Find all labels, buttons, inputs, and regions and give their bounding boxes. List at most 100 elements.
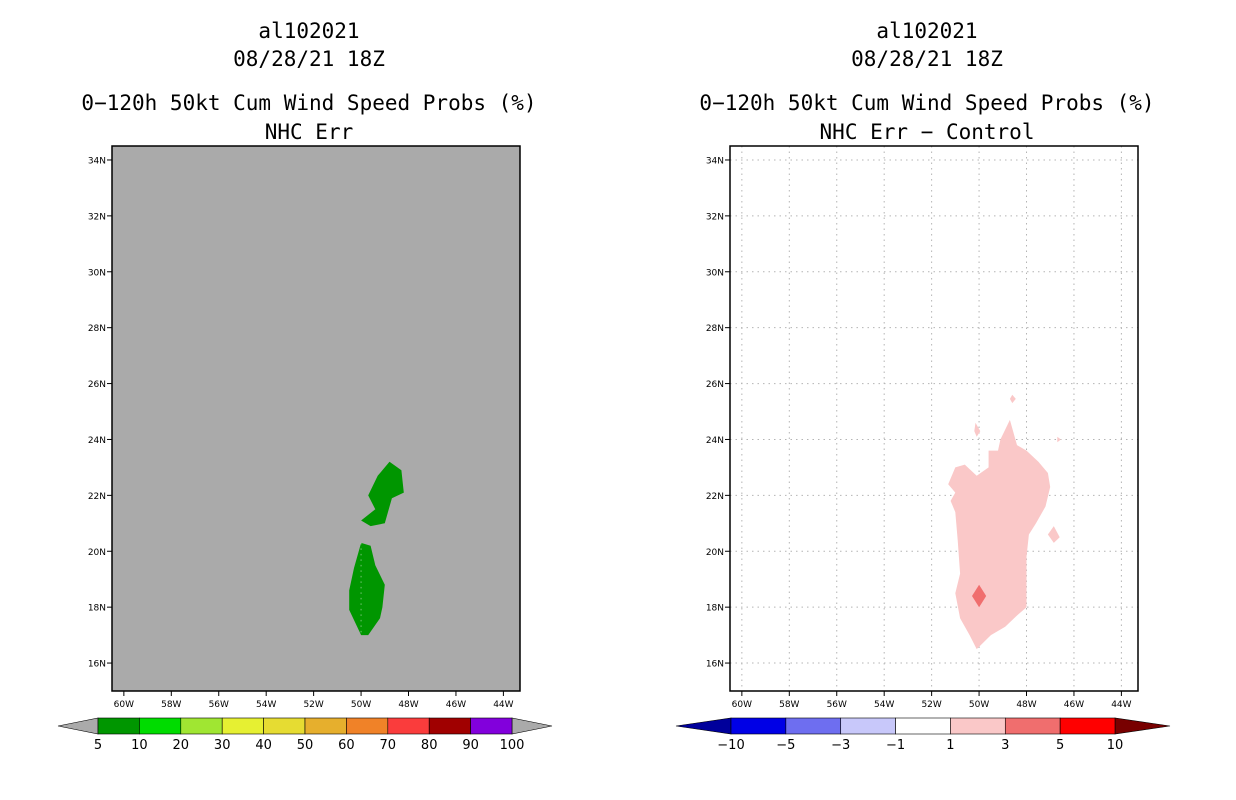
y-tick-label: 22N	[88, 492, 106, 502]
colorbar-end-high	[511, 717, 553, 735]
colorbar-label: −5	[776, 738, 795, 753]
colorbar-label: 10	[1107, 738, 1124, 753]
x-tick-label: 48W	[398, 700, 418, 710]
x-tick-label: 58W	[161, 700, 181, 710]
chart-subtitle: NHC Err	[265, 120, 354, 144]
x-tick-label: 50W	[969, 700, 989, 710]
colorbar-label: 90	[462, 738, 479, 753]
colorbar-swatch	[730, 717, 787, 735]
plot-background	[112, 146, 520, 691]
plot-frame	[729, 145, 1139, 692]
y-tick-label: 34N	[706, 156, 724, 166]
prob-region-1-3	[1047, 526, 1060, 543]
x-tick-label: 52W	[303, 700, 323, 710]
colorbar-label: 70	[380, 738, 397, 753]
chart-subtitle: NHC Err − Control	[820, 120, 1035, 144]
colorbar-swatch	[785, 717, 842, 735]
colorbar-swatch	[895, 717, 951, 735]
colorbar-label: −3	[831, 738, 850, 753]
colorbar-label: 60	[338, 738, 355, 753]
colorbar-label: 20	[173, 738, 190, 753]
x-tick-label: 44W	[1111, 700, 1131, 710]
colorbar-swatch	[346, 717, 389, 735]
colorbar-swatch	[180, 717, 223, 735]
colorbar-swatch	[840, 717, 896, 735]
storm-id: al102021	[258, 19, 359, 43]
x-tick-label: 60W	[114, 700, 134, 710]
prob-region-3-5	[972, 584, 987, 608]
prob-region-1-3	[948, 419, 1051, 650]
x-tick-label: 56W	[209, 700, 229, 710]
chart-title: 0−120h 50kt Cum Wind Speed Probs (%)	[699, 91, 1154, 115]
colorbar-swatch	[387, 717, 430, 735]
colorbar: 5 10 20 30 40 50 60 70 80 90 100	[57, 717, 553, 753]
colorbar-swatch	[950, 717, 1006, 735]
panel-right: al102021 08/28/21 18Z 0−120h 50kt Cum Wi…	[675, 19, 1171, 753]
y-tick-label: 24N	[706, 436, 724, 446]
colorbar-label: 5	[1056, 738, 1064, 753]
y-tick-label: 22N	[706, 492, 724, 502]
x-tick-label: 50W	[351, 700, 371, 710]
y-tick-label: 28N	[706, 324, 724, 334]
y-tick-label: 30N	[88, 268, 106, 278]
y-tick-label: 18N	[88, 604, 106, 614]
colorbar-label: 100	[500, 738, 525, 753]
y-tick-label: 16N	[706, 660, 724, 670]
colorbar-label: −10	[717, 738, 744, 753]
colorbar-label: 1	[946, 738, 954, 753]
colorbar-swatch	[1004, 717, 1061, 735]
colorbar-label: −1	[886, 738, 905, 753]
x-tick-label: 44W	[493, 700, 513, 710]
y-tick-label: 34N	[88, 156, 106, 166]
y-tick-label: 32N	[706, 212, 724, 222]
prob-region-1-3	[974, 422, 981, 437]
plot-area: 60W 58W 56W 54W 52W 50W 48W 46W 44W 16N 18N 20N 22N 2…	[88, 145, 521, 710]
plot-area: 60W 58W 56W 54W 52W 50W 48W 46W 44W 16N 18N 20N 22N 2…	[706, 145, 1139, 710]
colorbar-swatch	[470, 717, 513, 735]
colorbar-label: 30	[214, 738, 231, 753]
plot-frame	[111, 145, 521, 692]
x-tick-label: 46W	[1064, 700, 1084, 710]
colorbar-end-low	[57, 717, 99, 735]
prob-region-1-3	[1009, 394, 1016, 404]
colorbar-label: 5	[94, 738, 102, 753]
colorbar-swatch	[263, 717, 306, 735]
colorbar-swatch	[1059, 717, 1116, 735]
colorbar-swatch	[428, 717, 471, 735]
plot-background	[730, 146, 1138, 691]
x-tick-label: 52W	[921, 700, 941, 710]
colorbar-swatch	[304, 717, 347, 735]
y-tick-label: 18N	[706, 604, 724, 614]
y-tick-label: 30N	[706, 268, 724, 278]
x-tick-label: 48W	[1016, 700, 1036, 710]
prob-region-5-10	[349, 542, 385, 636]
prob-region-5-10	[361, 461, 404, 527]
x-tick-label: 54W	[256, 700, 276, 710]
colorbar-end-low	[675, 717, 732, 735]
colorbar-swatch	[139, 717, 182, 735]
colorbar-label: 50	[297, 738, 314, 753]
prob-region-1-3	[1057, 436, 1061, 443]
y-tick-label: 28N	[88, 324, 106, 334]
colorbar-swatch	[221, 717, 264, 735]
colorbar: −10 −5 −3 −1 1 3 5 10	[675, 717, 1171, 753]
x-tick-label: 54W	[874, 700, 894, 710]
y-tick-label: 20N	[706, 548, 724, 558]
y-tick-label: 26N	[706, 380, 724, 390]
y-tick-label: 20N	[88, 548, 106, 558]
y-tick-label: 26N	[88, 380, 106, 390]
y-tick-label: 32N	[88, 212, 106, 222]
colorbar-end-high	[1114, 717, 1171, 735]
y-tick-label: 16N	[88, 660, 106, 670]
x-tick-label: 46W	[446, 700, 466, 710]
colorbar-label: 3	[1001, 738, 1009, 753]
colorbar-swatch	[97, 717, 140, 735]
datetime: 08/28/21 18Z	[233, 47, 385, 71]
x-tick-label: 56W	[827, 700, 847, 710]
x-tick-label: 60W	[732, 700, 752, 710]
datetime: 08/28/21 18Z	[851, 47, 1003, 71]
colorbar-label: 80	[421, 738, 438, 753]
storm-id: al102021	[876, 19, 977, 43]
chart-title: 0−120h 50kt Cum Wind Speed Probs (%)	[81, 91, 536, 115]
